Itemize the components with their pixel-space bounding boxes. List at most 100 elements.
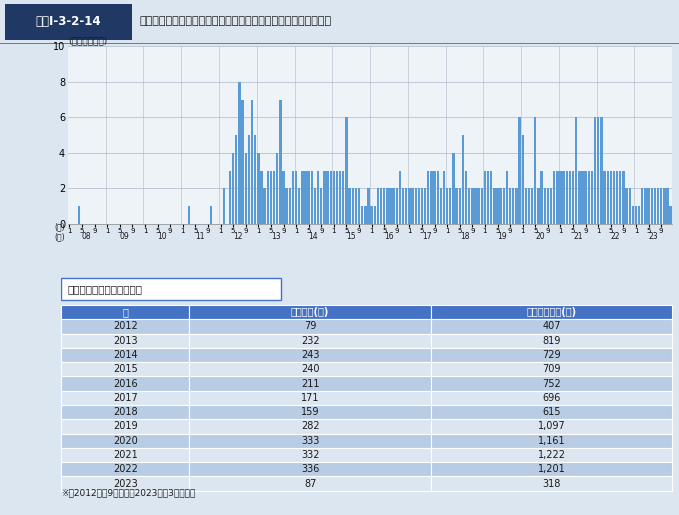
Bar <box>660 188 663 224</box>
Text: 2016: 2016 <box>113 379 138 389</box>
Bar <box>431 348 672 362</box>
Bar <box>613 171 615 224</box>
Bar <box>644 188 646 224</box>
Bar <box>329 171 332 224</box>
Text: 2021: 2021 <box>113 450 138 460</box>
Bar <box>518 117 521 224</box>
Bar <box>408 188 411 224</box>
Bar <box>566 171 568 224</box>
Bar <box>367 188 369 224</box>
Text: 2015: 2015 <box>113 364 138 374</box>
Text: 08: 08 <box>82 232 92 241</box>
Bar <box>342 171 344 224</box>
Bar <box>336 171 338 224</box>
Bar <box>386 188 388 224</box>
Bar <box>547 188 549 224</box>
Bar <box>431 376 672 391</box>
Bar <box>500 188 502 224</box>
Bar <box>254 135 257 224</box>
Bar <box>537 188 540 224</box>
Bar <box>61 405 189 419</box>
Bar <box>562 171 565 224</box>
Text: 159: 159 <box>301 407 319 417</box>
Text: (年): (年) <box>54 232 65 241</box>
Text: 2022: 2022 <box>113 464 138 474</box>
Bar <box>669 207 672 224</box>
Text: 211: 211 <box>301 379 319 389</box>
Bar <box>263 188 265 224</box>
Bar <box>383 188 386 224</box>
Bar <box>556 171 559 224</box>
Bar <box>289 188 291 224</box>
Text: 延べ確認隻数(隻): 延べ確認隻数(隻) <box>526 307 576 317</box>
Bar <box>405 188 407 224</box>
Text: 2017: 2017 <box>113 393 138 403</box>
Bar <box>431 419 672 434</box>
Bar <box>433 171 436 224</box>
Bar <box>587 171 590 224</box>
Bar <box>352 188 354 224</box>
Bar <box>424 188 426 224</box>
Text: 1,201: 1,201 <box>538 464 566 474</box>
Bar <box>553 171 555 224</box>
Bar <box>597 117 600 224</box>
Text: 23: 23 <box>648 232 658 241</box>
Bar <box>430 171 433 224</box>
Bar <box>483 171 486 224</box>
Bar <box>458 188 461 224</box>
Bar <box>437 171 439 224</box>
Bar <box>528 188 530 224</box>
Bar <box>521 135 524 224</box>
Bar <box>502 188 505 224</box>
Bar <box>591 171 593 224</box>
Bar <box>610 171 612 224</box>
Bar <box>61 362 189 376</box>
Bar <box>663 188 665 224</box>
Bar <box>189 391 431 405</box>
Bar <box>515 188 517 224</box>
Bar <box>327 171 329 224</box>
Bar <box>229 171 231 224</box>
Bar <box>273 171 275 224</box>
Bar <box>506 171 508 224</box>
Bar <box>550 188 552 224</box>
Bar <box>399 171 401 224</box>
Bar <box>638 207 640 224</box>
Bar <box>189 434 431 448</box>
Bar <box>267 171 269 224</box>
Bar <box>635 207 637 224</box>
Bar <box>481 188 483 224</box>
Bar <box>189 376 431 391</box>
Bar <box>421 188 423 224</box>
Bar <box>345 117 348 224</box>
Bar <box>61 376 189 391</box>
Bar <box>244 153 247 224</box>
Text: 2020: 2020 <box>113 436 138 445</box>
Bar <box>509 188 511 224</box>
Text: 2018: 2018 <box>113 407 138 417</box>
Bar <box>452 153 455 224</box>
Bar <box>61 419 189 434</box>
Bar <box>581 171 584 224</box>
Text: 232: 232 <box>301 336 319 346</box>
Bar <box>431 448 672 462</box>
Bar <box>654 188 656 224</box>
Bar <box>657 188 659 224</box>
Bar <box>77 207 80 224</box>
Bar <box>317 171 319 224</box>
Text: 318: 318 <box>543 478 561 489</box>
Bar <box>389 188 392 224</box>
Text: 確認日数(日): 確認日数(日) <box>291 307 329 317</box>
Text: 20: 20 <box>535 232 545 241</box>
Text: 14: 14 <box>308 232 318 241</box>
Text: 22: 22 <box>611 232 621 241</box>
Bar <box>304 171 307 224</box>
Text: 12: 12 <box>233 232 242 241</box>
Bar <box>251 100 253 224</box>
Bar <box>440 188 442 224</box>
Bar <box>411 188 414 224</box>
Text: 282: 282 <box>301 421 319 432</box>
Bar <box>585 171 587 224</box>
Bar <box>414 188 417 224</box>
Bar <box>443 171 445 224</box>
